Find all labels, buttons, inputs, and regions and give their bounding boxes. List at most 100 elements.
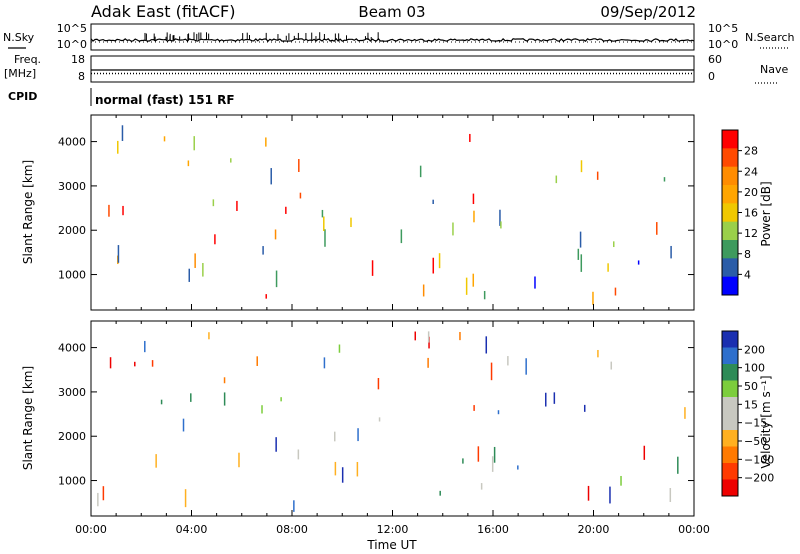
velocity-echo-band [304,476,348,490]
colorbar-tick-label: 24 [744,165,758,178]
velocity-echoes [91,331,694,514]
colorbar-swatch [722,446,738,464]
noise-frame [90,23,695,51]
x-tick-label: 12:00 [377,523,409,536]
colorbar-swatch [722,380,738,398]
noise-right-tick-top: 10^5 [708,22,738,35]
colorbar-tick-label: 20 [744,186,758,199]
colorbar-swatch [722,430,738,447]
power-echo-band [254,212,292,244]
colorbar-swatch [722,331,738,348]
power-echo-band [216,150,267,173]
colorbar-tick-label: 4 [744,268,751,281]
velocity-echo-band [580,440,669,472]
colorbar-tick-label: 28 [744,145,758,158]
power-speckle-group [91,150,694,308]
freq-label: Freq. [14,53,41,66]
noise-left-tick-top: 10^5 [57,22,87,35]
y-tick-label: 3000 [58,180,86,193]
colorbar-swatch [722,479,738,497]
nsky-label: N.Sky [3,31,35,44]
colorbar-tick-label: 200 [744,343,765,356]
velocity-y-axis: 1000 2000 3000 4000 [58,342,694,488]
freq-panel: 18 8 60 0 Freq. [MHz] Nave [4,53,788,84]
colorbar-tick-label: 50 [744,380,758,393]
colorbar-tick-label: −100 [744,453,774,466]
velocity-echo-band [580,369,682,406]
colorbar-swatch [722,347,738,365]
colorbar-swatch [722,130,738,149]
velocity-echo-band [254,418,292,450]
power-colorbar: 28 24 20 16 12 8 4 [721,129,758,296]
power-echo-band [618,270,657,288]
freq-left-tick-bottom: 8 [78,70,85,83]
velocity-x-axis: 00:00 04:00 08:00 12:00 16:00 20:00 00:00 [75,321,710,536]
velocity-ylabel: Slant Range [km] [21,366,35,470]
freq-frame [90,55,695,83]
colorbar-tick-label: −200 [744,472,774,485]
colorbar-swatch [722,364,738,381]
noise-right-tick-bottom: 10^0 [708,38,738,51]
colorbar-swatch [722,258,738,278]
cpid-value: normal (fast) 151 RF [95,93,235,107]
cpid-label: CPID [8,90,37,103]
colorbar-swatch [722,185,738,204]
power-echo-band [304,270,348,284]
power-echo-band [297,221,456,266]
x-tick-label: 00:00 [678,523,710,536]
x-tick-label: 00:00 [75,523,107,536]
noise-left-tick-bottom: 10^0 [57,38,87,51]
colorbar-swatch [722,413,738,431]
colorbar-tick-label: −15 [744,417,767,430]
velocity-colorbar: 200 100 50 15 −15 −50 −100 −200 [721,330,774,497]
y-tick-label: 4000 [58,136,86,149]
nsky-series [90,37,695,43]
nave-right-tick-top: 60 [708,53,722,66]
y-tick-label: 3000 [58,386,86,399]
velocity-echo-band [297,427,456,472]
y-tick-label: 4000 [58,342,86,355]
y-tick-label: 2000 [58,224,86,237]
colorbar-swatch [722,397,738,414]
power-ylabel: Slant Range [km] [21,160,35,264]
colorbar-tick-label: 8 [744,248,751,261]
x-tick-label: 20:00 [578,523,610,536]
power-x-ticks [90,115,695,310]
x-axis-label: Time UT [366,538,417,552]
colorbar-swatch [722,166,738,186]
velocity-echo-band [618,476,657,494]
power-echo-band [505,263,569,284]
power-echo-band [103,239,255,255]
power-echo-band [91,298,694,308]
colorbar-swatch [722,463,738,480]
power-panel: 1000 2000 3000 4000 Slant Range [km] [21,114,695,311]
power-background [91,115,694,310]
velocity-background [91,321,694,516]
nsearch-label: N.Search [745,31,795,44]
y-tick-label: 1000 [58,475,86,488]
noise-panel: 10^5 10^0 10^5 10^0 N.Sky N.Search [3,22,795,51]
power-echo-band [580,163,682,200]
colorbar-tick-label: −50 [744,435,767,448]
power-echoes [91,125,694,308]
colorbar-tick-label: 15 [744,398,758,411]
power-colorbar-label: Power [dB] [759,181,773,246]
y-tick-label: 2000 [58,430,86,443]
colorbar-swatch [722,276,738,296]
velocity-panel: 1000 2000 3000 4000 00:00 04:00 08:00 12:00 16:… [21,320,710,552]
velocity-speckle-group [91,356,694,514]
colorbar-tick-label: 100 [744,362,765,375]
colorbar-swatch [722,240,738,259]
velocity-echo-band [216,356,267,379]
colorbar-frame [721,330,739,497]
colorbar-swatch [722,203,738,223]
beam-text: Beam 03 [358,3,425,21]
power-echo-band [580,234,669,266]
freq-unit-label: [MHz] [4,67,36,80]
nave-right-tick-bottom: 0 [708,70,715,83]
y-tick-label: 1000 [58,269,86,282]
x-tick-label: 08:00 [276,523,308,536]
x-tick-label: 16:00 [477,523,509,536]
colorbar-tick-label: 12 [744,227,758,240]
